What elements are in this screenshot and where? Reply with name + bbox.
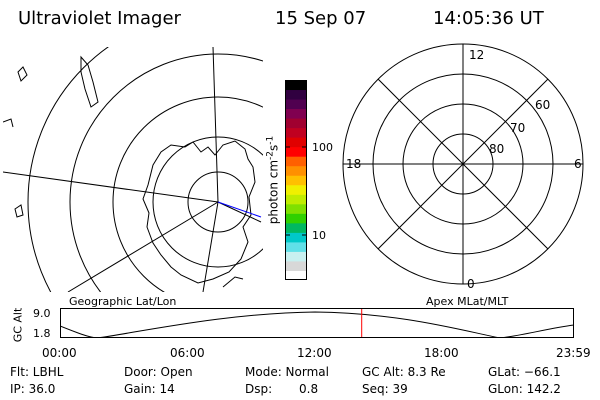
timeline-tick: 23:59: [556, 346, 591, 360]
coast-fragment: [3, 118, 14, 128]
unit-base: photon cm: [266, 159, 281, 225]
geographic-caption: Geographic Lat/Lon: [69, 295, 177, 308]
colorbar-band: [285, 194, 307, 205]
lat-circle: [152, 136, 263, 268]
lat-circle: [187, 171, 249, 233]
timeline-tick: 06:00: [170, 346, 205, 360]
colorbar-band: [285, 241, 307, 252]
colorbar-band: [285, 156, 307, 167]
timeline-axis-label: GC Alt: [11, 307, 25, 343]
colorbar-unit-label: photon cm-2s-1: [266, 136, 281, 225]
colorbar-band: [285, 127, 307, 138]
mlat-label-70: 70: [510, 121, 525, 135]
mlat-label-80: 80: [489, 142, 504, 156]
colorbar-band: [285, 175, 307, 186]
colorbar-band: [285, 146, 307, 157]
colorbar-band: [285, 137, 307, 148]
glon-info: GLon: 142.2: [488, 382, 561, 396]
dsp-label: Dsp:: [245, 382, 273, 396]
lat-circle: [27, 47, 109, 292]
colorbar-tick-100: 100: [312, 141, 333, 154]
unit-exponent-cm: -2: [265, 150, 276, 160]
mlt-label-0: 0: [467, 277, 475, 291]
ip-info: IP: 36.0: [10, 382, 56, 396]
glat-info: GLat: −66.1: [488, 365, 561, 379]
dsp-value: 0.8: [299, 382, 319, 396]
timeline-y-min: 1.8: [33, 327, 51, 340]
antarctica-outline: [142, 140, 256, 284]
colorbar-band: [285, 118, 307, 129]
colorbar-band: [285, 232, 307, 243]
colorbar-band: [285, 222, 307, 233]
coast-fragment: [222, 276, 244, 288]
lat-circle: [69, 53, 263, 292]
colorbar-band: [285, 270, 307, 280]
colorbar-band: [285, 203, 307, 214]
coast-fragment: [17, 66, 28, 82]
time-label: 14:05:36 UT: [433, 8, 544, 29]
colorbar-tick-10: 10: [312, 229, 326, 242]
coast-fragment: [80, 55, 99, 108]
meridian-line: [3, 171, 219, 203]
mlt-line: [377, 78, 549, 250]
gain-info: Gain: 14: [124, 382, 175, 396]
colorbar-band: [285, 260, 307, 271]
meridian-line: [67, 201, 219, 292]
mlt-label-12: 12: [469, 48, 484, 62]
lat-circle: [112, 96, 263, 292]
colorbar-band: [285, 213, 307, 224]
date-label: 15 Sep 07: [275, 8, 367, 29]
color-scale-bar: [285, 80, 307, 280]
colorbar-band: [285, 184, 307, 195]
timeline-tick: 18:00: [424, 346, 459, 360]
seq-info: Seq: 39: [362, 382, 408, 396]
colorbar-band: [285, 108, 307, 119]
apex-caption: Apex MLat/MLT: [426, 295, 509, 308]
colorbar-band: [285, 165, 307, 176]
coast-fragment: [14, 204, 24, 218]
mlt-label-18: 18: [346, 157, 361, 171]
colorbar-band: [285, 251, 307, 262]
unit-exponent-s: -1: [265, 135, 276, 145]
timeline-tick: 12:00: [297, 346, 332, 360]
timeline-tick: 00:00: [42, 346, 77, 360]
meridian-line: [202, 201, 219, 292]
meridian-line: [217, 201, 262, 223]
timeline-y-max: 9.0: [33, 307, 51, 320]
instrument-title: Ultraviolet Imager: [18, 8, 181, 29]
mlt-label-6: 6: [574, 157, 582, 171]
colorbar-band: [285, 99, 307, 110]
geographic-map: [3, 47, 263, 292]
mlat-mlt-grid: 12 18 6 0 60 70 80: [342, 43, 584, 291]
filter-info: Flt: LBHL: [10, 365, 64, 379]
gc-alt-info: GC Alt: 8.3 Re: [362, 365, 446, 379]
altitude-curve: [60, 311, 574, 338]
colorbar-band: [285, 89, 307, 100]
mode-info: Mode: Normal: [245, 365, 329, 379]
door-info: Door: Open: [124, 365, 193, 379]
colorbar-band: [285, 80, 307, 91]
unit-seconds: s: [266, 144, 281, 151]
mlat-label-60: 60: [535, 98, 550, 112]
orbit-altitude-timeline: [60, 308, 574, 338]
meridian-line: [212, 47, 219, 203]
